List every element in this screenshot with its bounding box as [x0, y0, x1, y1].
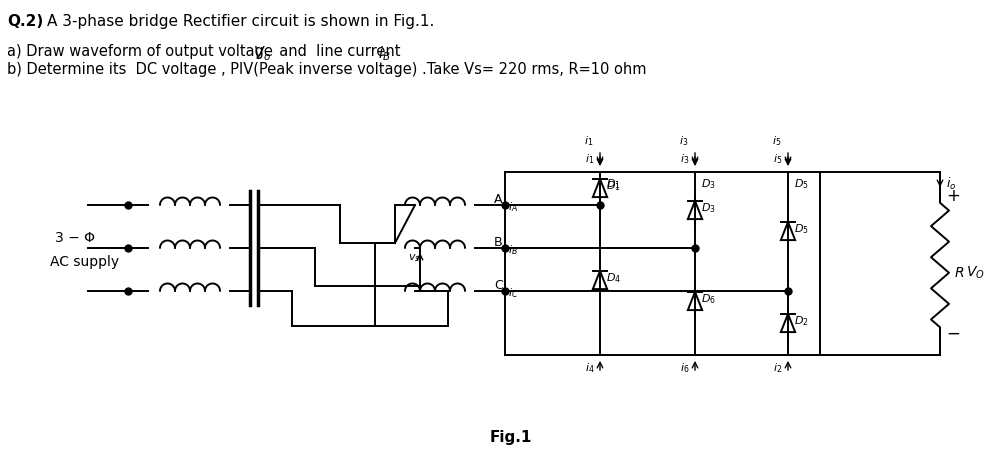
Text: A: A: [493, 193, 502, 206]
Text: C: C: [493, 279, 502, 292]
Text: $D_1$: $D_1$: [605, 177, 620, 191]
Text: $D_2$: $D_2$: [793, 314, 808, 328]
Text: b) Determine its  DC voltage , PIV(Peak inverse voltage) .Take Vs= 220 rms, R=10: b) Determine its DC voltage , PIV(Peak i…: [7, 62, 646, 77]
Text: $i_5$: $i_5$: [771, 134, 780, 148]
Text: $i_A$: $i_A$: [508, 200, 517, 214]
Text: $i_4$: $i_4$: [584, 361, 594, 375]
Text: $i_2$: $i_2$: [772, 361, 781, 375]
Text: $i_C$: $i_C$: [508, 286, 518, 300]
Text: $V_O$: $V_O$: [965, 265, 984, 281]
Text: $D_4$: $D_4$: [605, 271, 620, 285]
Text: Q.2): Q.2): [7, 14, 43, 29]
Text: Fig.1: Fig.1: [489, 430, 532, 445]
Text: a) Draw waveform of output voltage: a) Draw waveform of output voltage: [7, 44, 277, 59]
Text: $D_5$: $D_5$: [793, 222, 808, 236]
Text: $D_3$: $D_3$: [701, 177, 715, 191]
Text: $R$: $R$: [953, 266, 963, 280]
Text: $i_3$: $i_3$: [678, 134, 688, 148]
Text: $i_o$: $i_o$: [945, 176, 955, 192]
Text: $i_3$: $i_3$: [679, 152, 689, 166]
Text: $\it{i_B}$: $\it{i_B}$: [378, 44, 390, 63]
Text: $D_5$: $D_5$: [793, 177, 808, 191]
Text: $D_3$: $D_3$: [701, 201, 715, 215]
Text: $i_1$: $i_1$: [584, 152, 593, 166]
Text: $i_6$: $i_6$: [679, 361, 689, 375]
Text: $D_6$: $D_6$: [701, 292, 716, 306]
Text: and  line current: and line current: [269, 44, 405, 59]
Text: 3 − Φ: 3 − Φ: [55, 231, 94, 245]
Text: $D_1$: $D_1$: [605, 179, 620, 193]
Text: A 3-phase bridge Rectifier circuit is shown in Fig.1.: A 3-phase bridge Rectifier circuit is sh…: [47, 14, 434, 29]
Text: B: B: [493, 236, 502, 249]
Text: $\it{V_o}$: $\it{V_o}$: [252, 44, 270, 63]
Text: $i_1$: $i_1$: [583, 134, 592, 148]
Text: +: +: [945, 187, 959, 205]
Text: $i_5$: $i_5$: [772, 152, 781, 166]
Text: −: −: [945, 325, 959, 343]
Text: $i_B$: $i_B$: [508, 243, 518, 257]
Text: $v_s$: $v_s$: [408, 252, 420, 264]
Text: AC supply: AC supply: [50, 255, 119, 269]
